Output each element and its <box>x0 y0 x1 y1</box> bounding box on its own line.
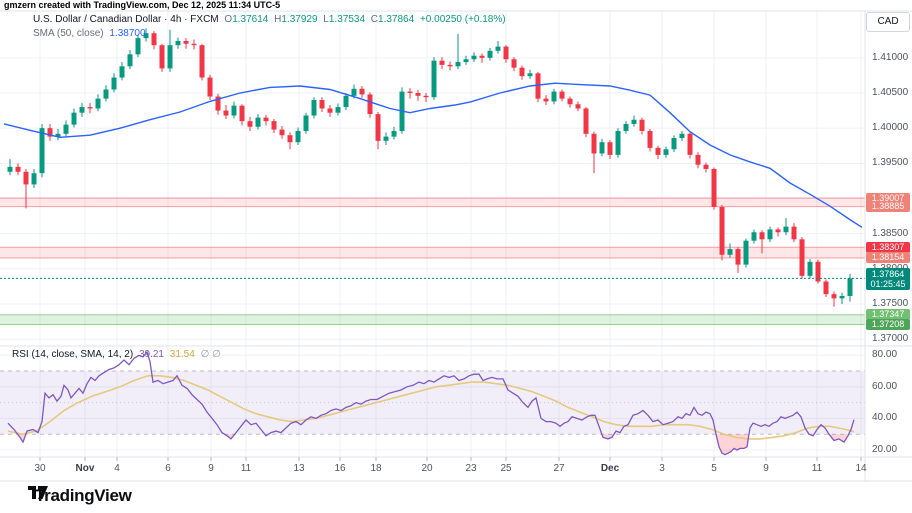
rsi-tick-label: 20.00 <box>872 444 898 455</box>
price-tick-label: 1.41000 <box>872 51 909 63</box>
time-tick-label: 20 <box>421 463 433 474</box>
high-value: 1.37929 <box>281 14 318 25</box>
low-label: L <box>323 14 329 25</box>
zone-price-label: 1.37347 <box>866 309 910 321</box>
rsi-value: 39.21 <box>138 349 164 360</box>
price-tick-label: 1.39500 <box>872 157 909 169</box>
close-label: C <box>370 14 379 25</box>
rsi-label[interactable]: RSI (14, close, SMA, 14, 2) <box>12 349 134 360</box>
close-value: 1.37864 <box>378 14 415 25</box>
currency-button[interactable]: CAD <box>866 12 910 32</box>
current-price-label: 1.37864 01:25:45 <box>866 268 910 291</box>
price-tick-label: 1.38000 <box>872 263 908 274</box>
tradingview-logo-text[interactable]: TradingView <box>35 486 132 505</box>
time-tick-label: 14 <box>855 463 867 474</box>
time-tick-label: 13 <box>293 463 305 474</box>
open-value: 1.37614 <box>232 14 269 25</box>
price-tick-label: 1.40000 <box>872 122 909 134</box>
zone-price-label: 1.38154 <box>866 252 910 264</box>
time-tick-label: 9 <box>208 463 214 474</box>
sma-label[interactable]: SMA (50, close) <box>33 28 104 39</box>
rsi-ma-value: 31.54 <box>169 349 195 360</box>
time-tick-label: 4 <box>114 463 120 474</box>
attribution-text: gmzern created with TradingView.com, Dec… <box>4 0 281 10</box>
time-tick-label: Nov <box>75 463 95 474</box>
countdown-timer: 01:25:45 <box>870 279 906 290</box>
change-value: +0.00250 (+0.18%) <box>419 14 506 25</box>
footer-logo[interactable]: TradingView <box>28 486 132 506</box>
high-label: H <box>274 14 282 25</box>
rsi-legend[interactable]: RSI (14, close, SMA, 14, 2) 39.21 31.54 … <box>12 349 224 360</box>
time-tick-label: 11 <box>811 463 823 474</box>
time-tick-label: 6 <box>165 463 171 474</box>
zone-price-label: 1.39007 <box>866 192 910 204</box>
zone-price-label: 1.38307 <box>866 241 910 253</box>
time-tick-label: 9 <box>763 463 769 474</box>
time-tick-label: 16 <box>334 463 346 474</box>
time-tick-label: 27 <box>553 463 565 474</box>
time-tick-label: 18 <box>370 463 382 474</box>
time-tick-label: 11 <box>240 463 252 474</box>
zone-price-label: 1.38885 <box>866 201 910 213</box>
low-value: 1.37534 <box>328 14 366 25</box>
symbol-title[interactable]: U.S. Dollar / Canadian Dollar · 4h · FXC… <box>33 14 219 25</box>
time-tick-label: 3 <box>659 463 665 474</box>
rsi-tick-label: 80.00 <box>872 349 898 361</box>
sma-legend[interactable]: SMA (50, close) 1.38700 <box>33 28 149 39</box>
price-tick-label: 1.40500 <box>872 87 909 98</box>
rsi-empty-values: ∅ ∅ <box>200 349 221 360</box>
rsi-tick-label: 60.00 <box>872 380 898 392</box>
open-label: O <box>224 14 233 25</box>
time-tick-label: 23 <box>465 463 477 474</box>
zone-price-label: 1.37208 <box>866 319 910 331</box>
sma-value: 1.38700 <box>109 28 146 39</box>
price-tick-label: 1.37500 <box>872 297 909 309</box>
rsi-tick-label: 40.00 <box>872 412 898 424</box>
symbol-legend[interactable]: U.S. Dollar / Canadian Dollar · 4h · FXC… <box>33 14 509 25</box>
time-tick-label: 30 <box>34 463 46 474</box>
price-tick-label: 1.37000 <box>872 333 909 345</box>
time-tick-label: 5 <box>711 463 717 474</box>
price-tick-label: 1.38500 <box>872 227 909 239</box>
time-tick-label: Dec <box>600 463 620 474</box>
time-tick-label: 25 <box>500 463 512 474</box>
